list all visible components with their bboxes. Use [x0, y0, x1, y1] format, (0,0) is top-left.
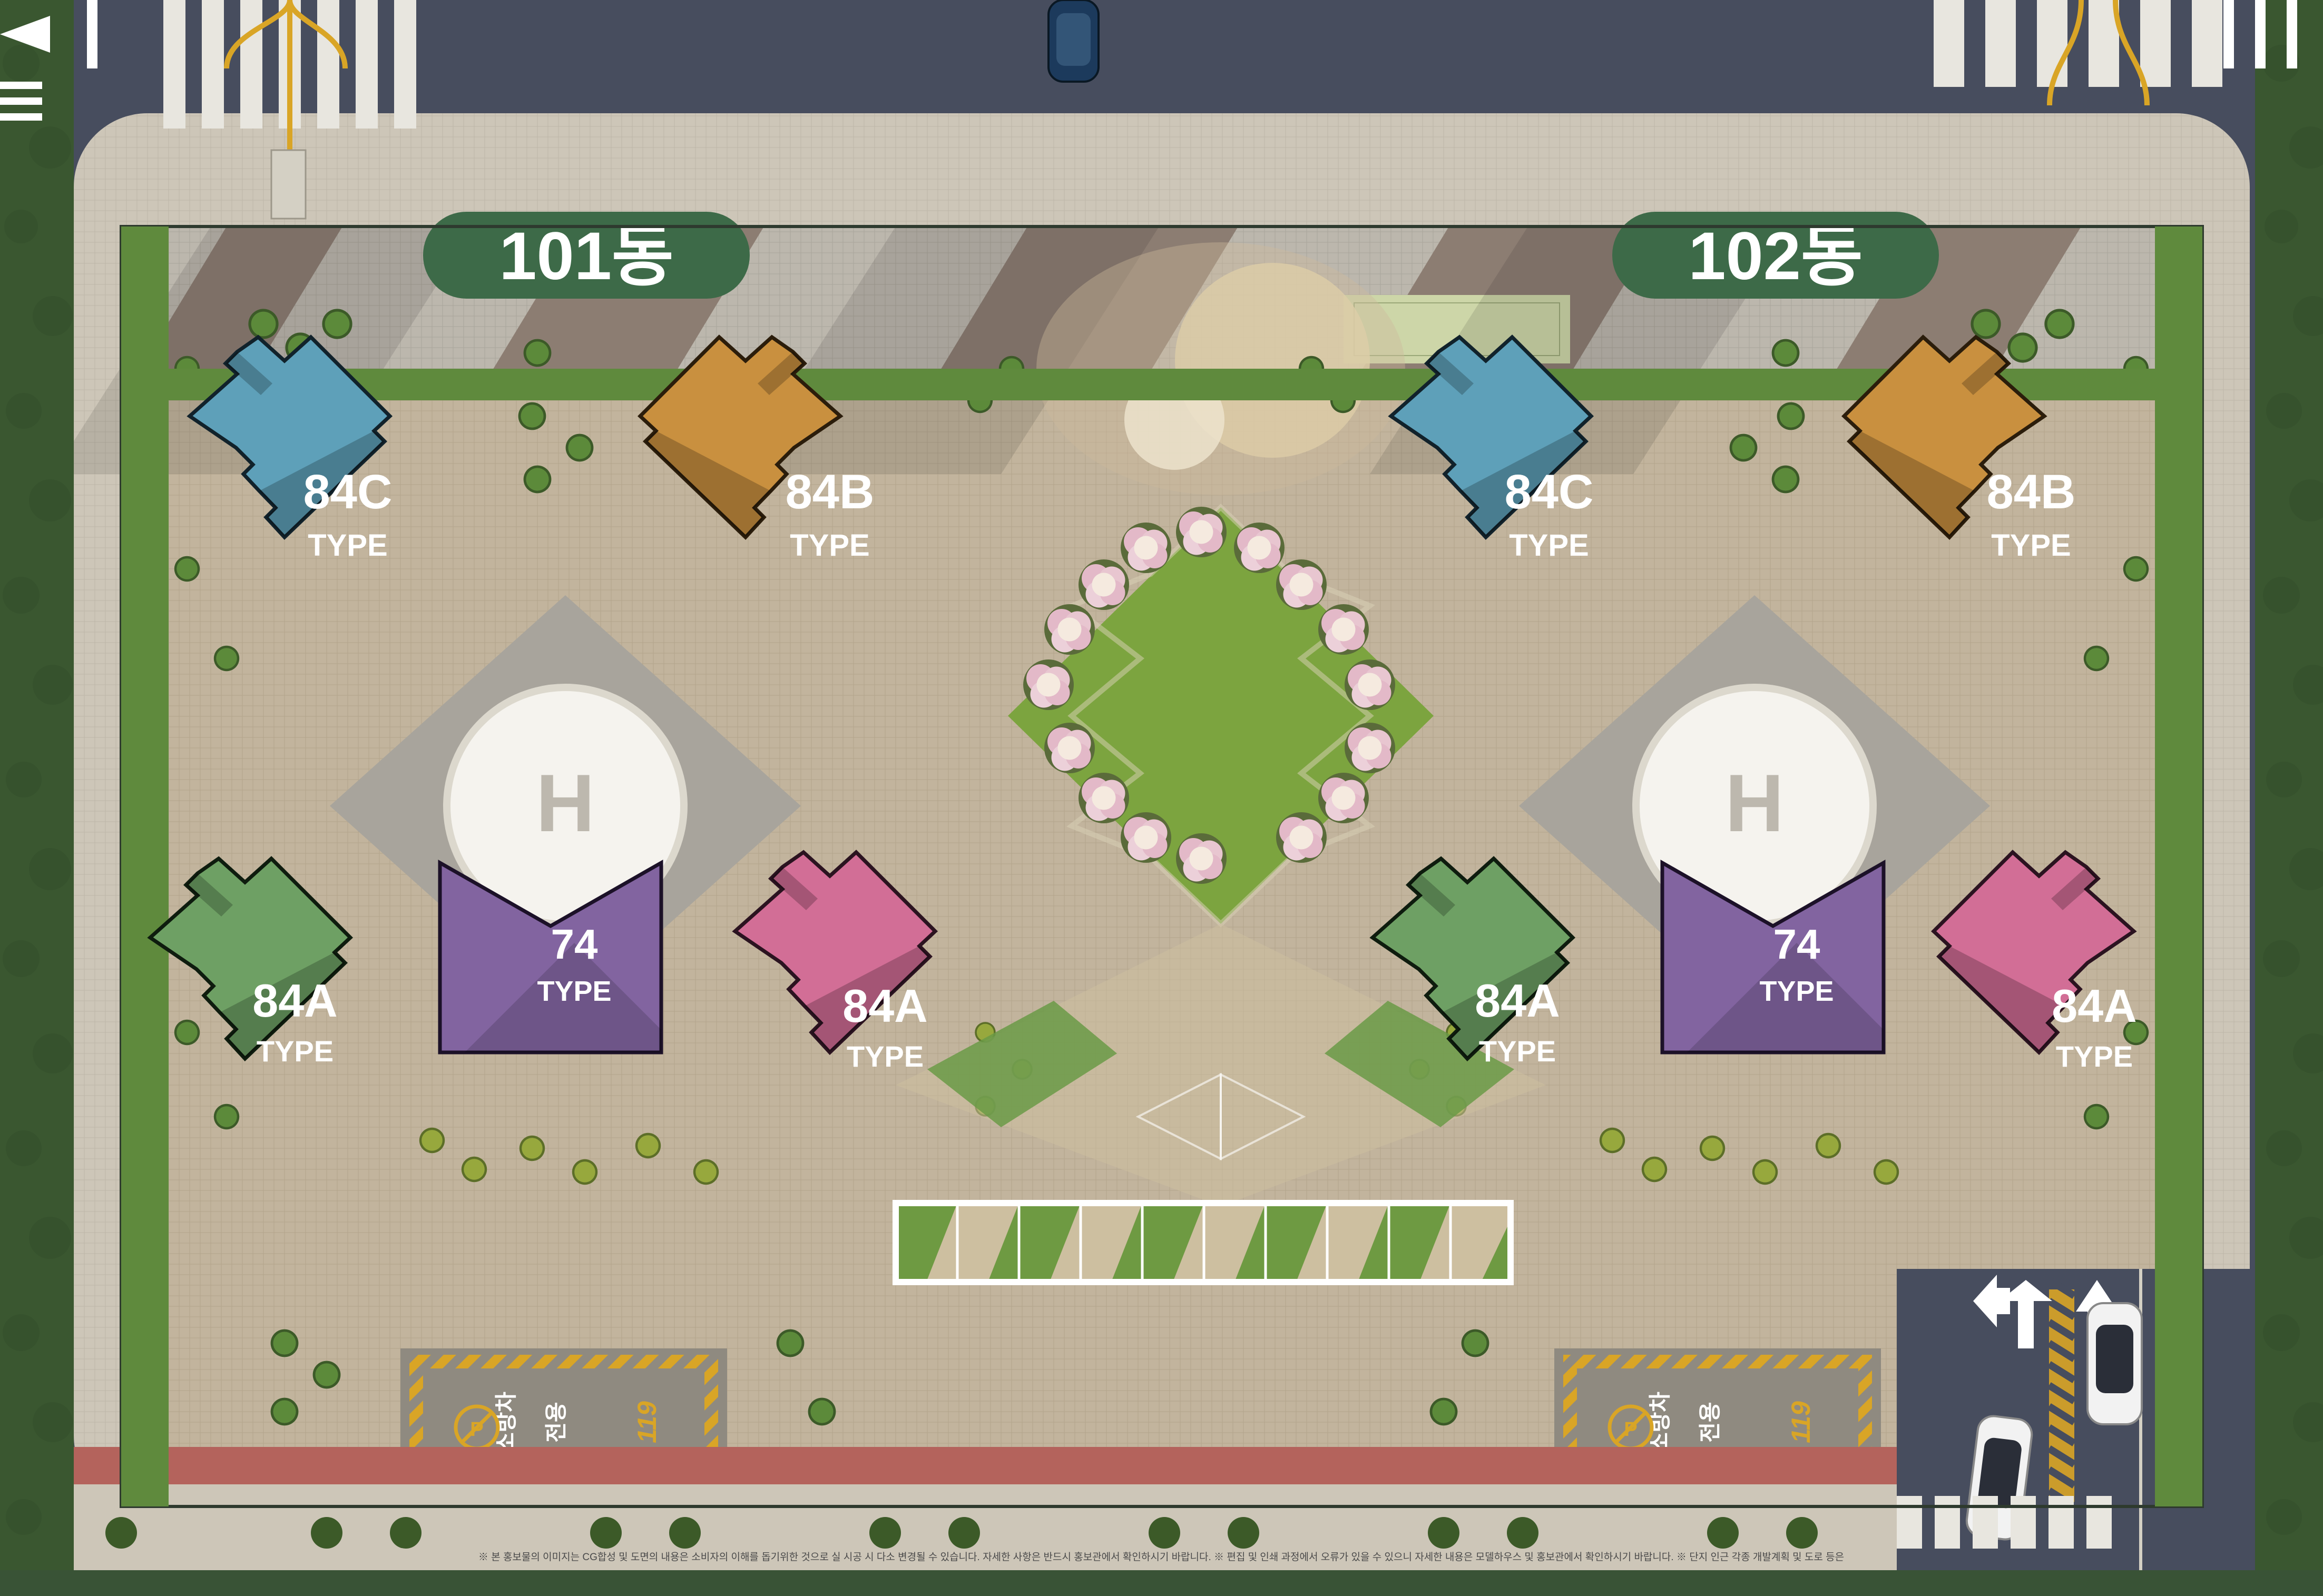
svg-text:TYPE: TYPE [537, 976, 611, 1007]
svg-text:TYPE: TYPE [1479, 1035, 1556, 1068]
svg-text:H: H [536, 757, 595, 849]
svg-text:TYPE: TYPE [1991, 528, 2071, 563]
svg-text:TYPE: TYPE [847, 1040, 924, 1073]
svg-text:101동: 101동 [499, 219, 673, 294]
svg-text:TYPE: TYPE [1759, 976, 1834, 1007]
svg-text:84B: 84B [786, 465, 875, 519]
svg-text:전용: 전용 [544, 1402, 569, 1442]
svg-text:74: 74 [1773, 921, 1820, 968]
svg-text:TYPE: TYPE [308, 528, 388, 563]
svg-text:84A: 84A [2052, 980, 2136, 1032]
svg-text:84C: 84C [1505, 465, 1594, 519]
svg-text:74: 74 [551, 921, 598, 968]
svg-text:119: 119 [632, 1401, 662, 1443]
svg-text:84B: 84B [1987, 465, 2076, 519]
svg-text:TYPE: TYPE [790, 528, 870, 563]
svg-text:H: H [1725, 757, 1784, 849]
svg-text:119: 119 [1786, 1401, 1816, 1443]
svg-text:TYPE: TYPE [2056, 1040, 2133, 1073]
svg-text:※ 본 홍보물의 이미지는 CG합성 및 도면의 내용은 소: ※ 본 홍보물의 이미지는 CG합성 및 도면의 내용은 소비자의 이해를 돕기… [478, 1551, 1844, 1563]
svg-text:84A: 84A [1475, 974, 1560, 1027]
svg-text:84A: 84A [252, 974, 337, 1027]
svg-text:84A: 84A [842, 980, 927, 1032]
svg-text:TYPE: TYPE [257, 1035, 334, 1068]
svg-text:TYPE: TYPE [1509, 528, 1589, 563]
svg-text:전용: 전용 [1698, 1402, 1722, 1442]
svg-text:84C: 84C [303, 465, 393, 519]
svg-text:102동: 102동 [1688, 219, 1863, 294]
